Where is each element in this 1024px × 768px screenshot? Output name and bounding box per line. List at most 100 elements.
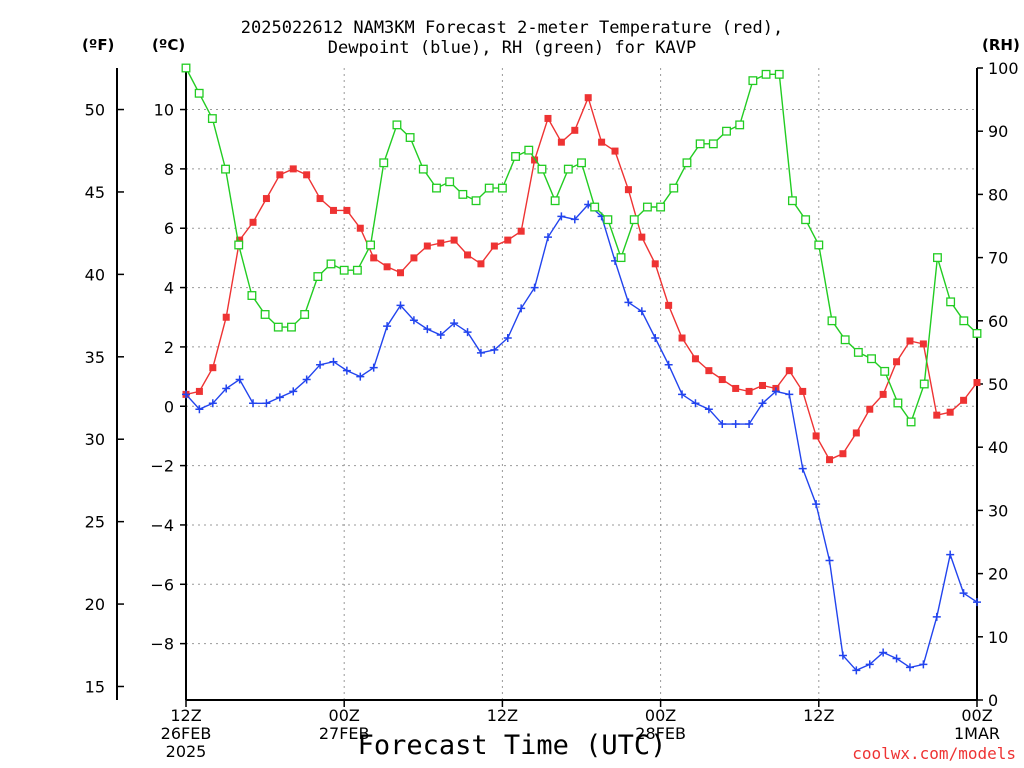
dewpoint-point [396,301,405,310]
data-series [181,63,982,675]
temperature-point [705,367,713,375]
fahrenheit-tick-label: 35 [85,348,105,367]
temperature-point [370,254,378,262]
rh-tick-label: 70 [988,249,1008,268]
rh-point [550,196,560,206]
temperature-point [691,355,699,363]
temperature-point [665,301,673,309]
dewpoint-point [329,357,338,366]
celsius-tick-label: −8 [150,635,174,654]
chart-title-line1: 2025022612 NAM3KM Forecast 2-meter Tempe… [240,18,784,38]
rh-point [774,69,784,79]
rh-point [959,316,969,326]
fahrenheit-tick-label: 20 [85,595,105,614]
dewpoint-point [919,660,928,669]
dewpoint-point [182,390,190,399]
celsius-tick-label: −6 [150,575,174,594]
temperature-point [410,254,418,262]
chart-title-line2: Dewpoint (blue), RH (green) for KAVP [327,38,697,58]
temperature-point [919,340,927,348]
dewpoint-point [503,334,512,343]
rh-tick-label: 90 [988,122,1008,141]
dewpoint-point [678,390,687,399]
credit-text: coolwx.com/models [852,744,1016,763]
x-tick-label: 28FEB [635,724,686,743]
rh-point [656,202,666,212]
dewpoint-point [517,304,526,313]
rh-point [590,202,600,212]
rh-point [194,88,204,98]
dewpoint-point [235,375,244,384]
fahrenheit-tick-label: 25 [85,513,105,532]
temperature-point [356,224,364,232]
fahrenheit-tick-label: 40 [85,265,105,284]
rh-point [906,417,916,427]
rh-point [933,253,942,263]
temperature-point [973,379,981,387]
rh-point [840,335,850,345]
rh-tick-label: 0 [988,691,998,710]
dewpoint-point [879,648,888,657]
temperature-point [477,260,485,268]
rh-point [669,183,679,193]
rh-point [682,158,692,168]
dewpoint-point [530,283,539,292]
series-temperature [182,94,981,464]
rh-point [695,139,705,149]
temperature-point [517,227,525,235]
x-tick-label: 00Z [645,706,676,725]
temperature-point [826,456,834,464]
dewpoint-point [450,319,459,328]
rh-point [708,139,718,149]
rh-axis-unit: (RH) [982,36,1020,54]
temperature-point [276,171,284,179]
rh-point [221,164,230,174]
rh-point [247,291,257,300]
x-tick-label: 00Z [329,706,360,725]
temperature-point [638,233,646,241]
dewpoint-point [838,651,847,660]
rh-point [458,189,468,199]
rh-point [471,196,481,206]
dewpoint-point [946,550,955,559]
dewpoint-point [892,654,901,663]
rh-point [352,265,362,275]
temperature-point [651,260,659,268]
rh-point [313,272,323,282]
temperature-point [383,263,391,271]
rh-point [260,310,270,319]
dewpoint-point [222,384,231,393]
rh-point [537,164,547,174]
temperature-point [531,156,539,164]
axes: −8−6−4−202468101520253035404550010203040… [85,59,1019,761]
rh-point [853,347,863,357]
temperature-point [611,147,619,155]
fahrenheit-tick-label: 15 [85,677,105,696]
temperature-point [423,242,431,250]
dewpoint-point [356,372,365,381]
dewpoint-point [195,405,204,414]
rh-point [300,310,310,319]
temperature-point [236,236,244,244]
temperature-line [185,95,978,461]
dewpoint-point [409,316,418,325]
temperature-point [249,218,257,226]
rh-point [379,158,389,168]
temperature-point [678,334,686,342]
dewpoint-point [570,215,579,224]
temperature-point [933,411,941,419]
rh-tick-label: 100 [988,59,1019,78]
temperature-point [209,364,217,372]
temperature-point [732,384,740,392]
temperature-point [262,195,270,203]
rh-point [867,354,876,364]
dewpoint-point [624,298,633,307]
rh-point [880,366,890,376]
celsius-tick-label: −4 [150,516,174,535]
celsius-tick-label: 0 [164,397,174,416]
temperature-point [343,206,351,214]
x-tick-label: 12Z [803,706,834,725]
dewpoint-point [557,212,566,221]
dewpoint-point [637,307,646,316]
dewpoint-point [275,393,284,402]
